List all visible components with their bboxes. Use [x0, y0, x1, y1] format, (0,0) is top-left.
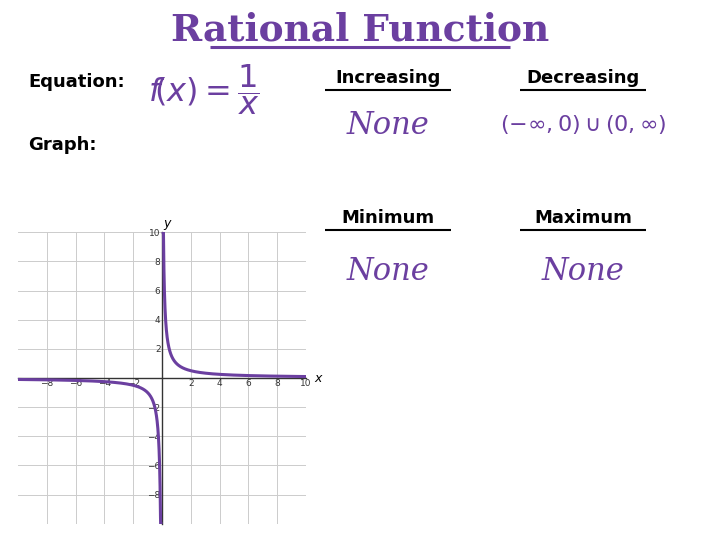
- Text: x: x: [314, 372, 321, 384]
- Text: Decreasing: Decreasing: [526, 69, 639, 87]
- Text: None: None: [346, 256, 429, 287]
- Text: y: y: [163, 217, 171, 230]
- Text: $f\!\left(x\right)=\dfrac{1}{x}$: $f\!\left(x\right)=\dfrac{1}{x}$: [148, 63, 260, 118]
- Text: Rational Function: Rational Function: [171, 11, 549, 49]
- Text: Maximum: Maximum: [534, 209, 632, 227]
- Text: None: None: [346, 110, 429, 140]
- Text: Increasing: Increasing: [336, 69, 441, 87]
- Text: Graph:: Graph:: [28, 136, 96, 154]
- Text: Equation:: Equation:: [28, 73, 125, 91]
- Text: $(-\infty,0)\cup(0,\infty)$: $(-\infty,0)\cup(0,\infty)$: [500, 113, 666, 137]
- Text: None: None: [541, 256, 624, 287]
- Text: Minimum: Minimum: [341, 209, 435, 227]
